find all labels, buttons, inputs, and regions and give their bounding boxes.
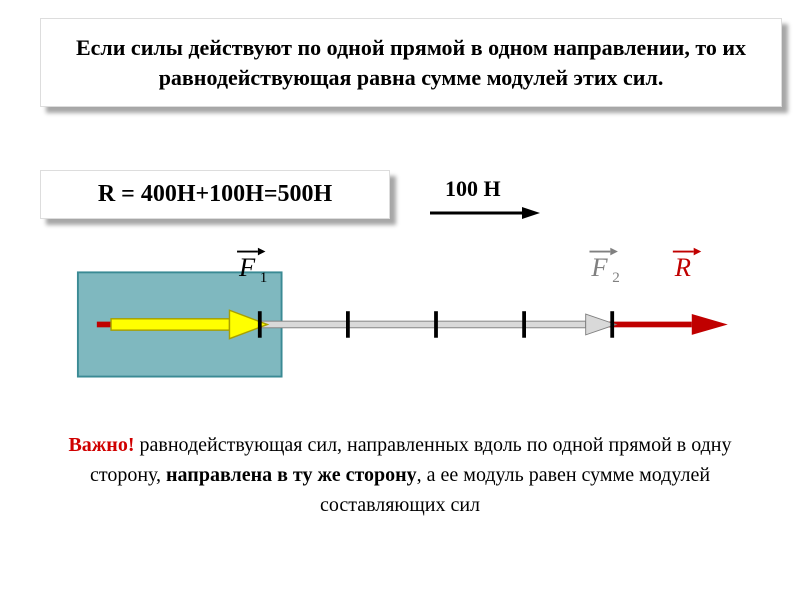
svg-text:1: 1 — [260, 269, 268, 286]
svg-text:F: F — [238, 252, 256, 282]
statement-box: Если силы действуют по одной прямой в од… — [40, 18, 782, 107]
equation-text: R = 400H+100H=500H — [98, 181, 332, 207]
F1-label: F 1 — [237, 248, 267, 286]
R-label: R — [673, 248, 701, 282]
bottom-bold1: направлена в ту же сторону — [166, 464, 417, 486]
svg-text:F: F — [590, 252, 608, 282]
scale-label-text: 100 H — [445, 176, 501, 201]
scale-arrow-icon — [430, 204, 550, 222]
force-diagram: F 1 F 2 R — [40, 230, 760, 400]
svg-text:R: R — [674, 252, 691, 282]
F2-label: F 2 — [589, 248, 619, 286]
statement-text: Если силы действуют по одной прямой в од… — [76, 35, 746, 90]
scale-label: 100 H — [445, 176, 501, 202]
svg-text:2: 2 — [612, 269, 620, 286]
bottom-lead: Важно! — [68, 434, 134, 456]
bottom-paragraph: Важно! равнодействующая сил, направленны… — [60, 430, 740, 520]
equation-box: R = 400H+100H=500H — [40, 170, 390, 219]
